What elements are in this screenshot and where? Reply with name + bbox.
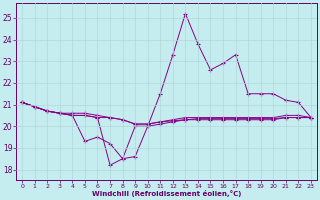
X-axis label: Windchill (Refroidissement éolien,°C): Windchill (Refroidissement éolien,°C) [92, 190, 241, 197]
